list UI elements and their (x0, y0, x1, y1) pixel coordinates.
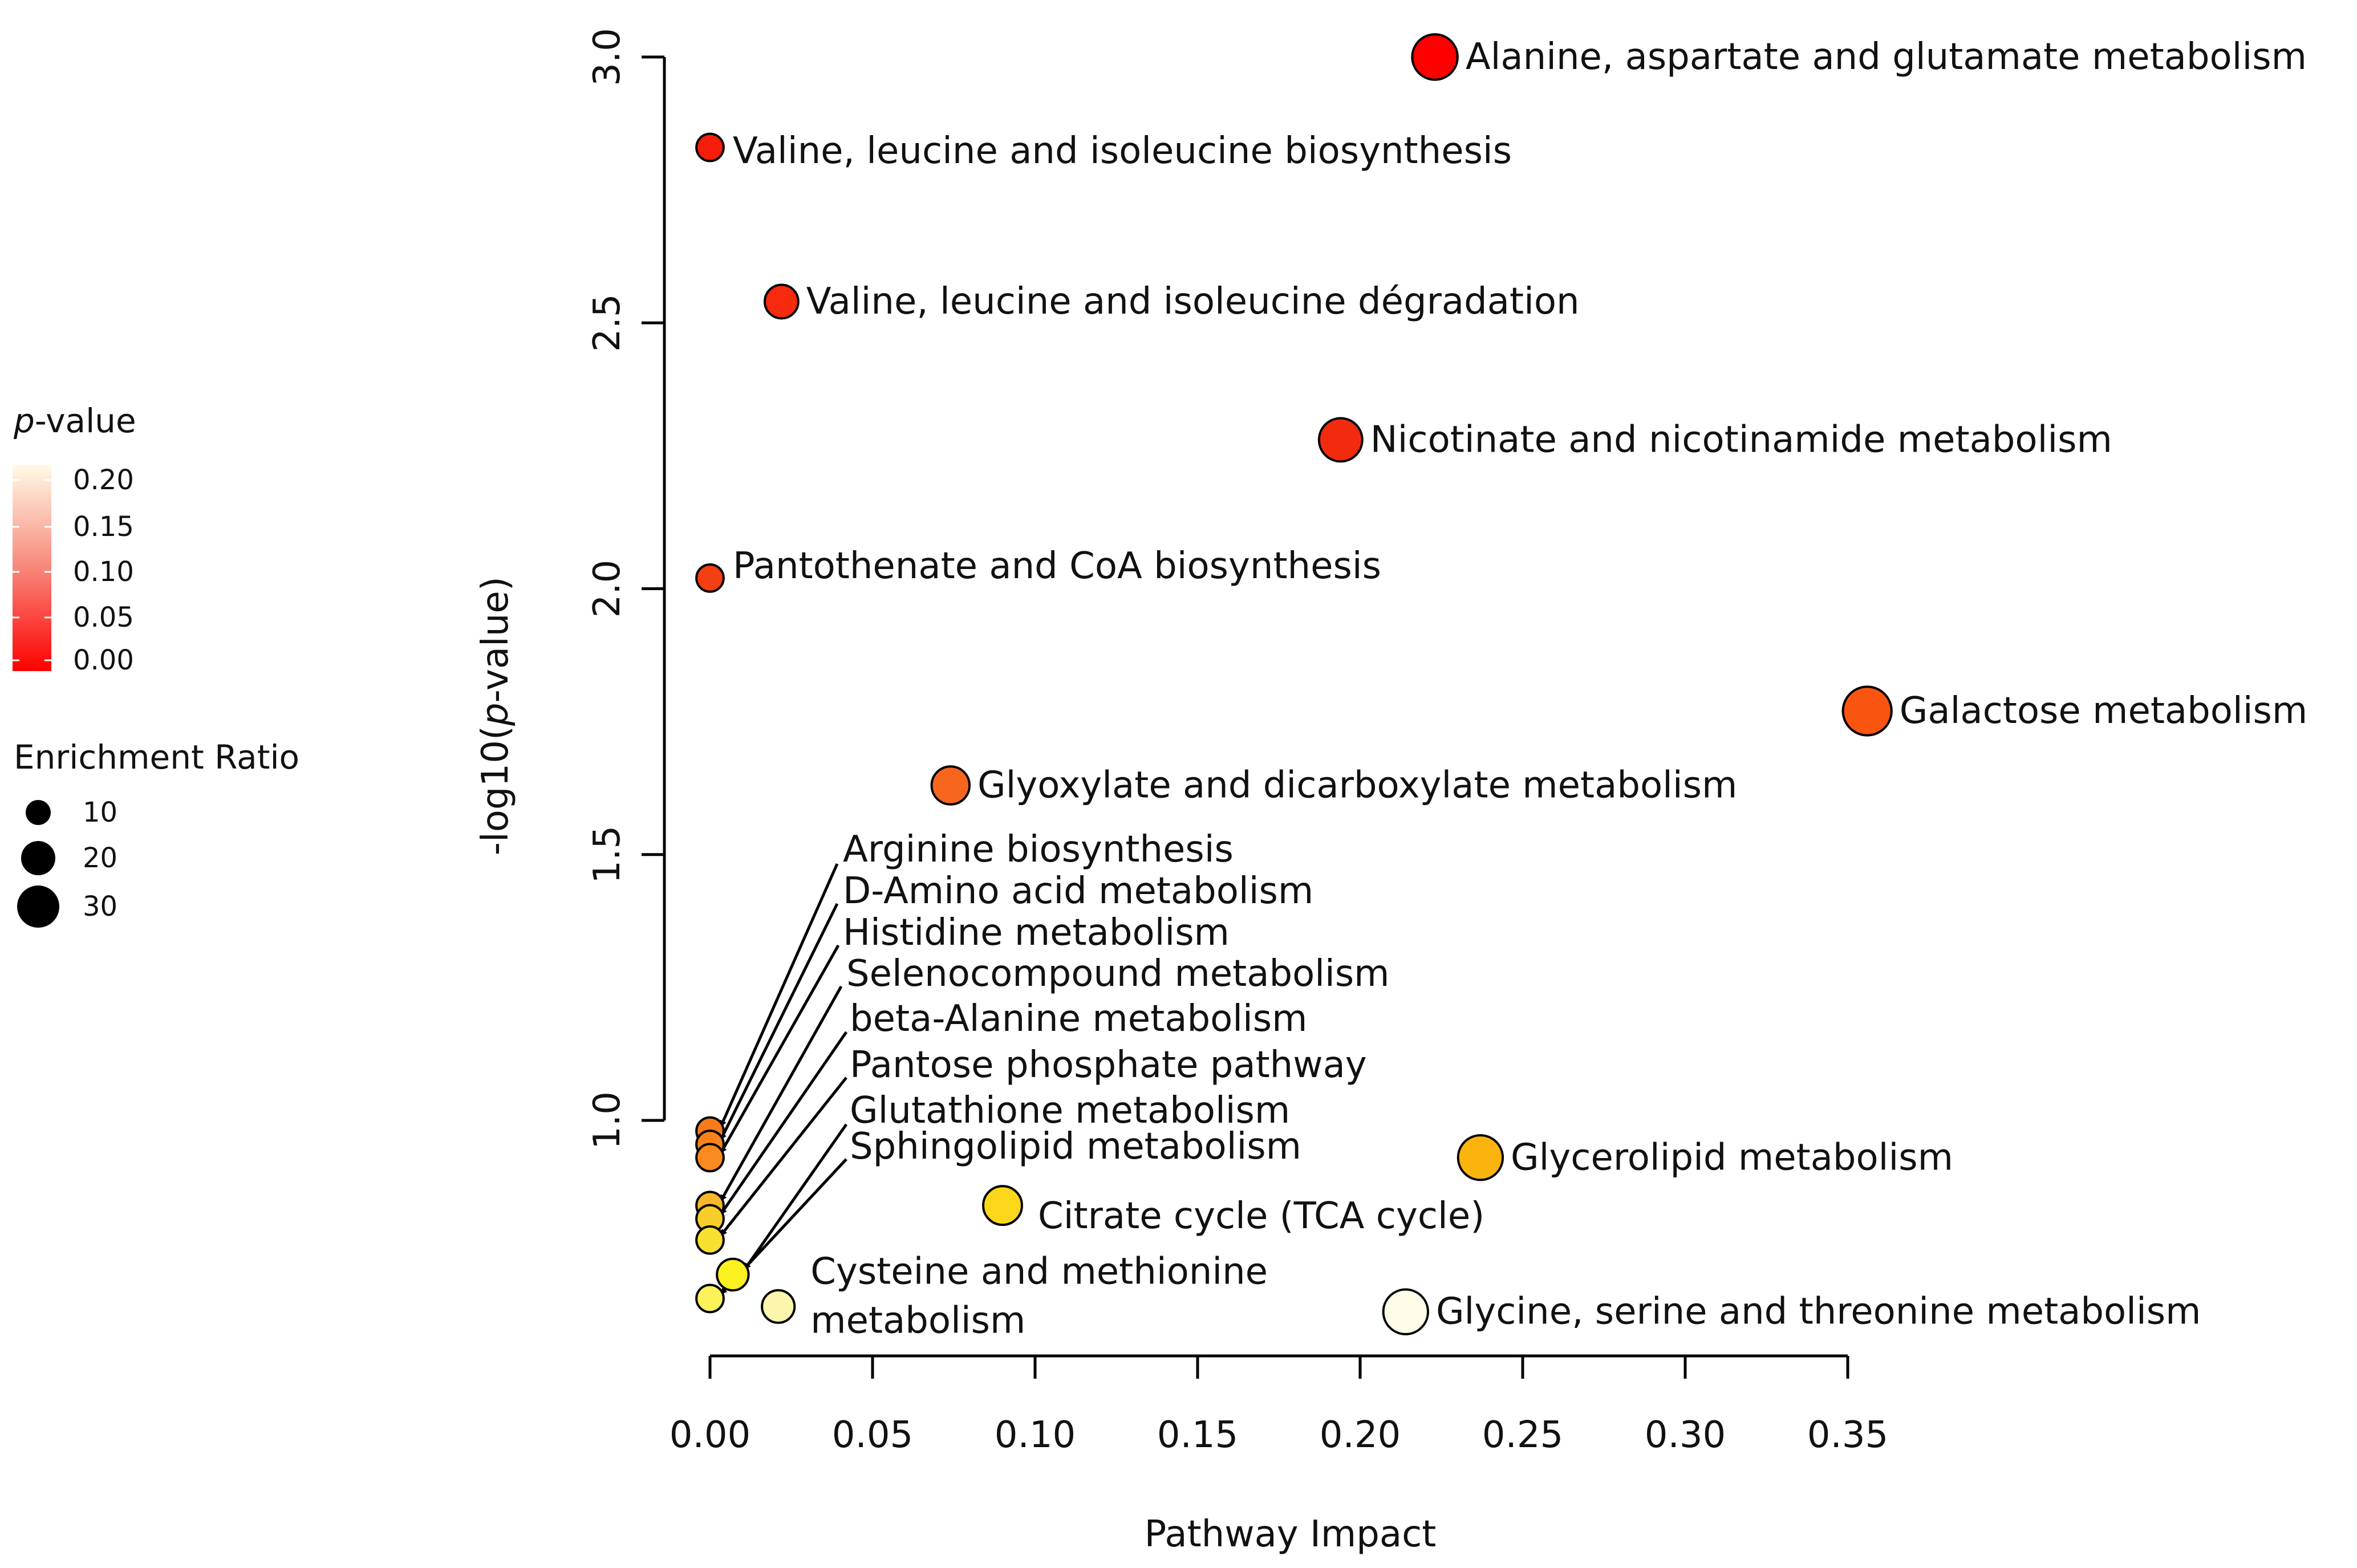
data-point (716, 1257, 750, 1292)
point-labels: Alanine, aspartate and glutamate metabol… (733, 36, 2307, 1342)
x-tick-label: 0.05 (832, 1414, 914, 1456)
pvalue-color-bar (13, 465, 51, 671)
point-label: Glyoxylate and dicarboxylate metabolism (977, 765, 1737, 807)
leader-arrow (719, 944, 840, 1154)
x-tick-label: 0.25 (1482, 1414, 1564, 1456)
data-point (1457, 1134, 1504, 1181)
data-point (764, 283, 800, 320)
color-tick-label: 0.20 (73, 464, 134, 496)
x-tick-label: 0.15 (1157, 1414, 1239, 1456)
x-axis: 0.00 0.05 0.10 0.15 0.20 0.25 0.30 0.35 Pathway… (670, 1354, 1889, 1555)
point-label: Galactose metabolism (1900, 690, 2307, 732)
size-legend-label: 20 (83, 842, 117, 874)
data-point (1317, 417, 1364, 463)
data-point (1411, 33, 1459, 81)
point-label: Sphingolipid metabolism (850, 1126, 1301, 1168)
point-label: Alanine, aspartate and glutamate metabol… (1466, 36, 2307, 78)
point-label: Valine, leucine and isoleucine dégradati… (806, 281, 1580, 323)
y-tick-label: 3.0 (586, 28, 628, 86)
color-tick-label: 0.15 (73, 511, 134, 543)
y-axis: 1.0 1.5 2.0 2.5 3.0 -log10(p-value) (474, 28, 666, 1149)
y-tick-label: 1.5 (586, 826, 628, 884)
point-label: Valine, leucine and isoleucine biosynthe… (733, 130, 1512, 172)
data-point (695, 1143, 725, 1173)
y-tick-label: 2.0 (586, 560, 628, 618)
pvalue-legend-ticks: 0.20 0.15 0.10 0.05 0.00 (13, 464, 134, 676)
point-label: Pantothenate and CoA biosynthesis (733, 545, 1381, 587)
leader-arrow (720, 1077, 847, 1237)
point-label: Selenocompound metabolism (846, 953, 1390, 995)
x-tick-label: 0.10 (995, 1414, 1076, 1456)
point-label: beta-Alanine metabolism (850, 998, 1307, 1040)
leader-arrow (719, 903, 839, 1141)
data-point (1382, 1288, 1429, 1335)
data-point (982, 1185, 1023, 1226)
data-point (695, 563, 725, 593)
size-legend-label: 30 (83, 891, 117, 923)
color-tick-label: 0.00 (73, 644, 134, 676)
enrichment-legend-title: Enrichment Ratio (14, 738, 299, 777)
color-tick-label: 0.05 (73, 602, 134, 633)
size-legend-label: 10 (83, 797, 117, 828)
data-points (695, 33, 1893, 1335)
size-legend-dot (17, 885, 59, 928)
data-point (695, 1225, 725, 1255)
data-point (1841, 685, 1893, 737)
pvalue-legend-title: p-value (13, 401, 136, 440)
point-label: Cysteine and methionine metabolism (810, 1250, 1268, 1342)
leader-arrow (744, 1123, 848, 1270)
color-tick-label: 0.10 (73, 556, 134, 588)
x-tick-label: 0.00 (670, 1414, 751, 1456)
leader-arrow (719, 985, 843, 1202)
leader-arrow (720, 1031, 848, 1215)
point-label: Pantose phosphate pathway (850, 1044, 1367, 1086)
size-legend-dot (21, 841, 55, 875)
point-label: Glycerolipid metabolism (1511, 1136, 1953, 1179)
y-tick-label: 2.5 (586, 294, 628, 352)
data-point (695, 132, 725, 163)
point-label: Arginine biosynthesis (843, 828, 1234, 871)
point-label: D-Amino acid metabolism (843, 870, 1313, 912)
x-tick-label: 0.35 (1807, 1414, 1889, 1456)
point-label: Citrate cycle (TCA cycle) (1038, 1195, 1484, 1237)
data-point (930, 765, 971, 806)
size-legend-dot (26, 800, 51, 825)
point-label: Nicotinate and nicotinamide metabolism (1370, 419, 2112, 461)
leader-arrows (719, 863, 848, 1295)
data-point (761, 1289, 796, 1324)
leader-arrow (719, 863, 839, 1128)
point-label: Glycine, serine and threonine metabolism (1436, 1291, 2201, 1333)
x-tick-label: 0.30 (1645, 1414, 1726, 1456)
enrichment-legend-sizes: 10 20 30 (17, 797, 117, 928)
data-point (695, 1283, 725, 1314)
x-axis-title: Pathway Impact (1145, 1513, 1437, 1555)
y-axis-title: -log10(p-value) (474, 576, 517, 855)
x-tick-label: 0.20 (1320, 1414, 1401, 1456)
legend: p-value 0.20 0.15 0.10 0.05 0.00 Enrichment … (13, 401, 299, 928)
point-label: Histidine metabolism (843, 912, 1230, 954)
point-label: Glutathione metabolism (850, 1090, 1290, 1132)
y-tick-label: 1.0 (586, 1091, 628, 1149)
